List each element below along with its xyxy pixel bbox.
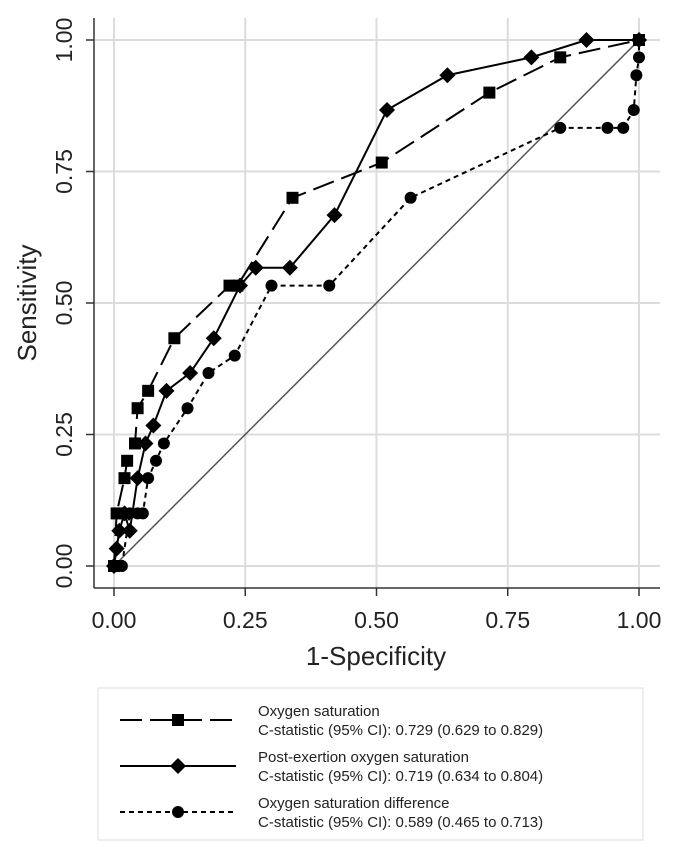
- x-tick-label-2: 0.50: [354, 607, 399, 633]
- series-1-point-1: [108, 540, 125, 557]
- series-2: [108, 34, 645, 572]
- reference-line-group: [113, 39, 640, 567]
- series-2-point-13: [323, 279, 336, 292]
- series-0-point-10: [286, 191, 299, 204]
- y-tick-labels: 0.00 0.25 0.50 0.75 1.00: [51, 18, 77, 589]
- x-tick-label-1: 0.25: [223, 607, 268, 633]
- series-0-point-7: [168, 332, 181, 345]
- legend-label-0: Oxygen saturation: [258, 703, 380, 720]
- series-1-point-17: [523, 49, 540, 66]
- legend-stat-0: C-statistic (95% CI): 0.729 (0.629 to 0.…: [258, 722, 543, 739]
- series-1-point-7: [145, 417, 162, 434]
- legend-marker-2: [172, 806, 184, 818]
- series-1-point-5: [129, 470, 146, 487]
- series-1-point-11: [232, 277, 248, 294]
- series-2-point-21: [633, 34, 645, 46]
- series-2-point-18: [627, 103, 640, 116]
- series-1-point-8: [158, 382, 175, 399]
- series-2-point-6: [142, 472, 155, 485]
- series-1-point-15: [379, 101, 395, 118]
- series-1-point-6: [137, 435, 154, 452]
- series-0-point-5: [131, 402, 144, 415]
- x-tick-labels: 0.00 0.25 0.50 0.75 1.00: [92, 607, 662, 633]
- x-axis-title: 1-Specificity: [306, 641, 446, 671]
- series-0-point-3: [121, 454, 134, 467]
- legend-marker-1: [170, 758, 186, 774]
- series-2-point-16: [601, 121, 614, 134]
- series-2-point-7: [150, 454, 162, 467]
- legend-label-1: Post-exertion oxygen saturation: [258, 749, 469, 766]
- series-1-point-16: [439, 67, 456, 84]
- series-2-point-11: [228, 349, 241, 362]
- series-2-point-2: [115, 560, 128, 572]
- y-tick-label-4: 1.00: [51, 18, 77, 63]
- legend-stat-2: C-statistic (95% CI): 0.589 (0.465 to 0.…: [258, 814, 543, 831]
- legend-label-2: Oxygen saturation difference: [258, 795, 450, 812]
- series-2-point-12: [265, 279, 278, 292]
- series-2-point-14: [404, 191, 417, 204]
- axes: [86, 18, 660, 596]
- series-0-point-12: [483, 86, 496, 99]
- series-1-point-14: [326, 207, 343, 224]
- series-2-point-17: [617, 121, 630, 134]
- series-0-point-2: [118, 472, 131, 485]
- series-1-point-9: [182, 364, 199, 381]
- series-1-point-2: [111, 522, 128, 539]
- series-0-point-4: [129, 437, 141, 450]
- x-tick-label-4: 1.00: [617, 607, 662, 633]
- y-tick-label-3: 0.75: [51, 149, 77, 194]
- legend-box: [97, 687, 644, 841]
- series-1-point-18: [578, 32, 595, 48]
- y-tick-label-1: 0.25: [51, 412, 77, 457]
- y-tick-label-2: 0.50: [51, 281, 77, 326]
- series-2-point-20: [633, 51, 645, 64]
- legend: Oxygen saturation C-statistic (95% CI): 0…: [97, 687, 644, 841]
- series-0-point-11: [375, 156, 388, 169]
- y-tick-label-0: 0.00: [51, 544, 77, 589]
- series-0-point-13: [554, 51, 567, 64]
- series-2-point-15: [554, 121, 567, 134]
- series-0-point-6: [142, 384, 155, 397]
- y-axis-title: Sensitivity: [12, 244, 42, 361]
- series-1-point-10: [205, 330, 222, 347]
- series-2-point-10: [202, 366, 215, 379]
- series-1-point-13: [281, 259, 298, 276]
- reference-line: [113, 39, 640, 567]
- legend-marker-0: [172, 714, 184, 726]
- x-tick-label-3: 0.75: [485, 607, 530, 633]
- legend-stat-1: C-statistic (95% CI): 0.719 (0.634 to 0.…: [258, 768, 543, 785]
- series-1-point-12: [247, 259, 264, 276]
- series-2-point-8: [157, 437, 170, 450]
- series-2-point-5: [136, 507, 149, 520]
- series-2-point-19: [630, 69, 643, 82]
- x-tick-label-0: 0.00: [92, 607, 137, 633]
- series-group: [106, 32, 647, 574]
- series-2-point-9: [181, 402, 194, 415]
